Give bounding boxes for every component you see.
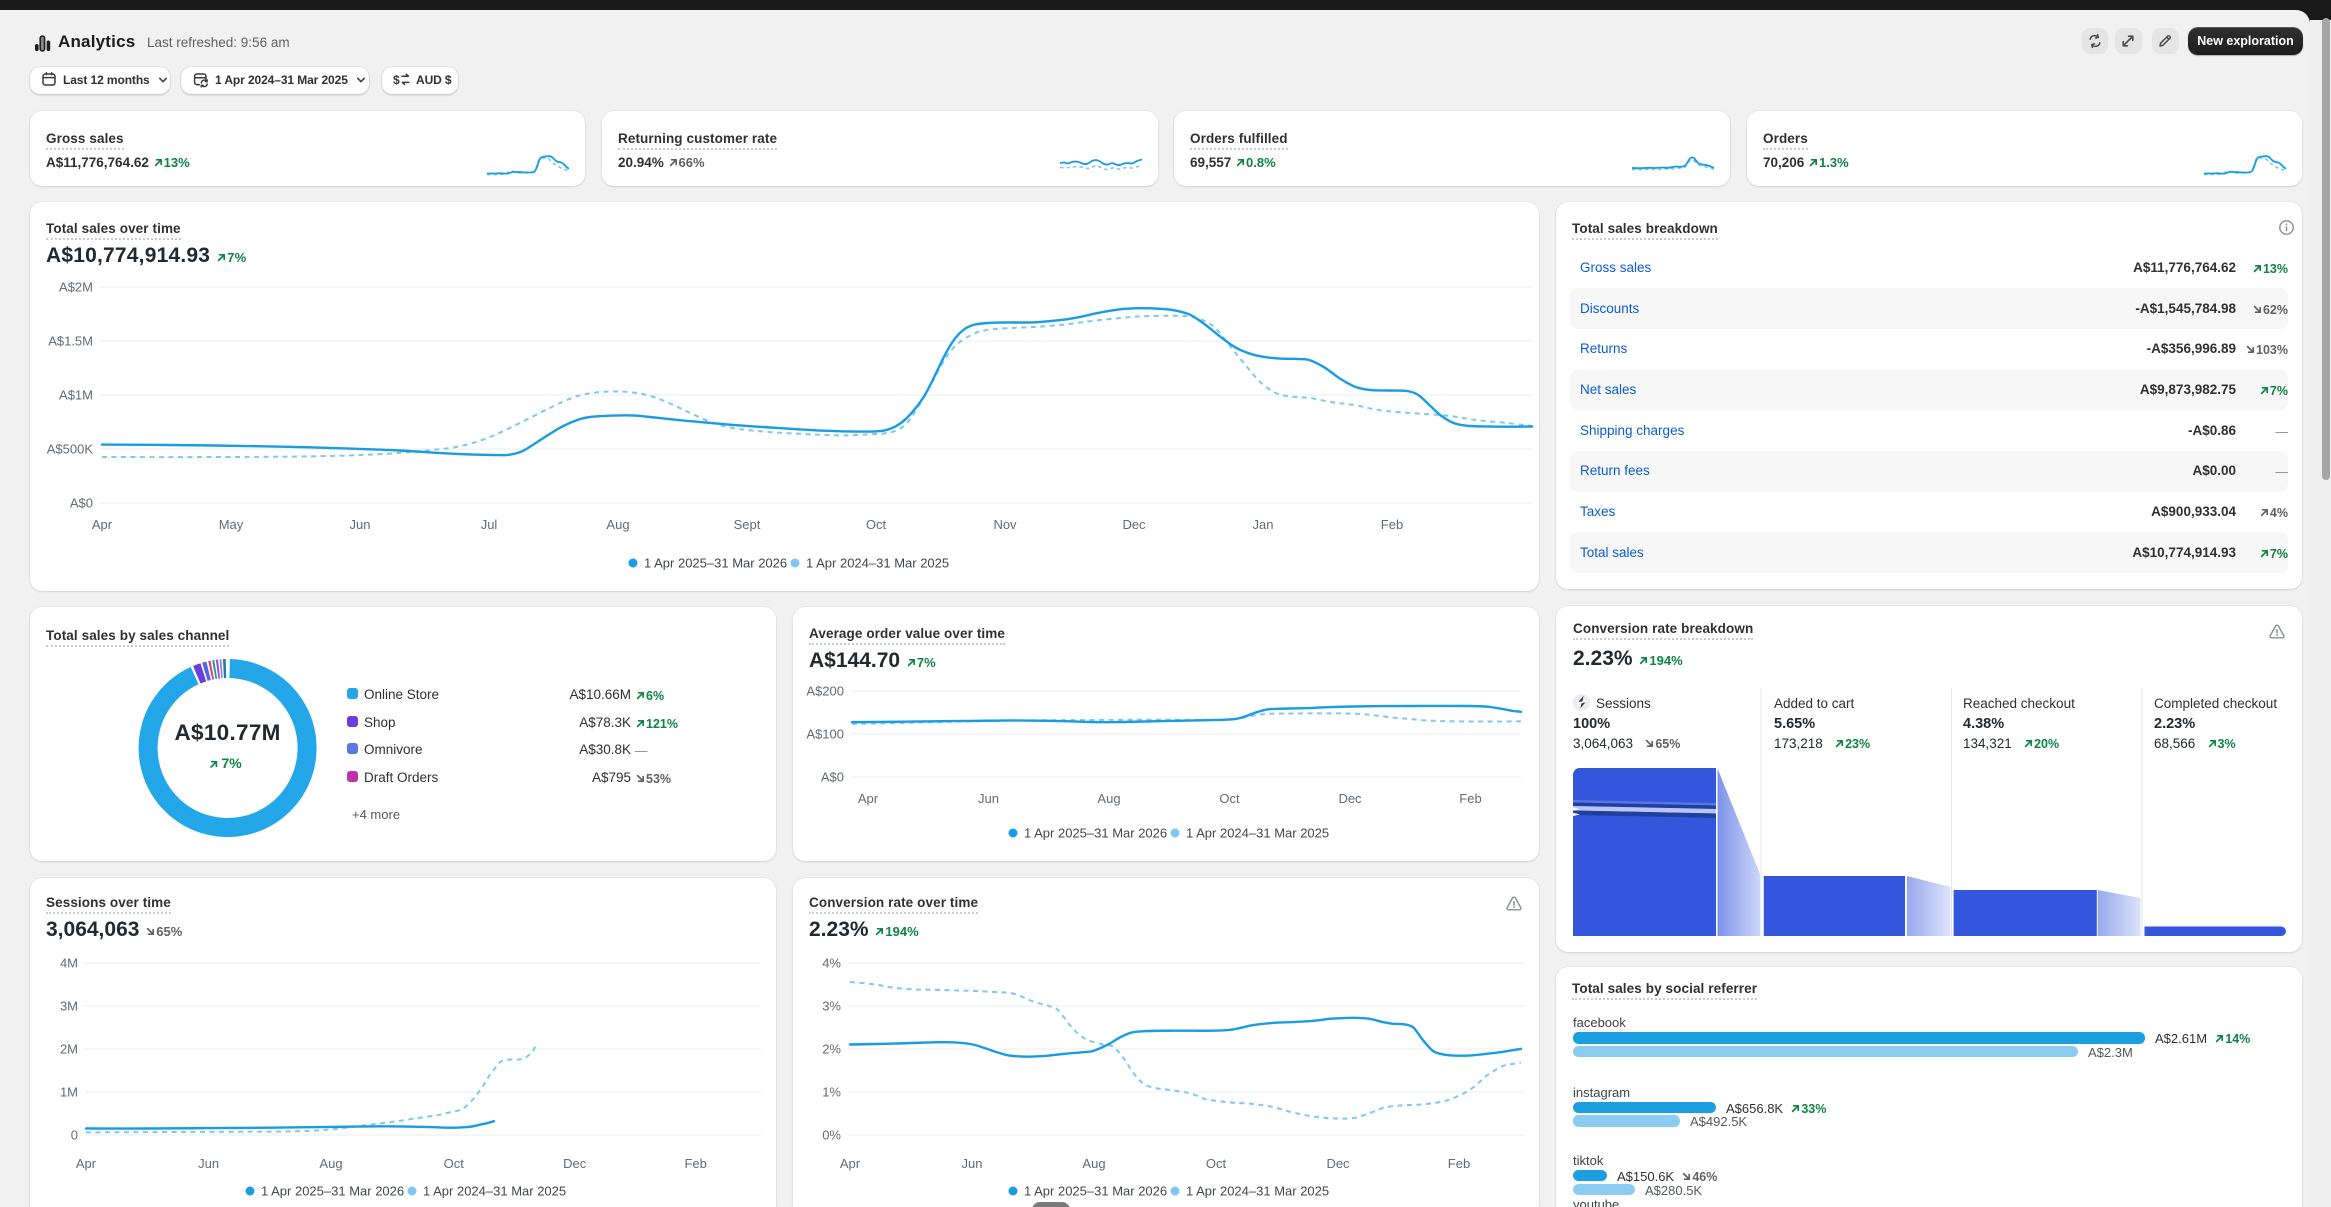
svg-text:May: May bbox=[219, 517, 244, 532]
svg-text:A$1.5M: A$1.5M bbox=[48, 334, 93, 349]
svg-text:3M: 3M bbox=[60, 999, 78, 1014]
svg-text:A$0: A$0 bbox=[821, 770, 844, 785]
svg-text:$: $ bbox=[393, 73, 400, 87]
svg-text:0%: 0% bbox=[822, 1128, 841, 1143]
svg-text:Dec: Dec bbox=[1122, 517, 1146, 532]
svg-text:Jun: Jun bbox=[978, 791, 999, 806]
svg-text:A$500K: A$500K bbox=[47, 442, 94, 457]
svg-text:Oct: Oct bbox=[866, 517, 887, 532]
svg-text:Nov: Nov bbox=[993, 517, 1017, 532]
svg-text:Apr: Apr bbox=[840, 1156, 861, 1171]
svg-text:Jun: Jun bbox=[962, 1156, 983, 1171]
svg-text:Sept: Sept bbox=[734, 517, 761, 532]
svg-text:Dec: Dec bbox=[1326, 1156, 1350, 1171]
svg-text:1 Apr 2025–31 Mar 2026: 1 Apr 2025–31 Mar 2026 bbox=[1024, 826, 1167, 841]
svg-text:1%: 1% bbox=[822, 1085, 841, 1100]
svg-text:Jun: Jun bbox=[198, 1156, 219, 1171]
svg-text:A$1M: A$1M bbox=[59, 388, 93, 403]
svg-text:1 Apr 2025–31 Mar 2026: 1 Apr 2025–31 Mar 2026 bbox=[644, 556, 787, 571]
svg-text:Aug: Aug bbox=[1097, 791, 1120, 806]
svg-text:Jun: Jun bbox=[350, 517, 371, 532]
svg-text:4%: 4% bbox=[822, 956, 841, 971]
svg-text:Feb: Feb bbox=[1448, 1156, 1470, 1171]
svg-text:1 Apr 2024–31 Mar 2025: 1 Apr 2024–31 Mar 2025 bbox=[423, 1184, 566, 1199]
svg-text:3%: 3% bbox=[822, 999, 841, 1014]
svg-text:Aug: Aug bbox=[606, 517, 629, 532]
svg-text:Feb: Feb bbox=[1381, 517, 1403, 532]
svg-text:Jan: Jan bbox=[1253, 517, 1274, 532]
svg-text:1 Apr 2024–31 Mar 2025: 1 Apr 2024–31 Mar 2025 bbox=[1186, 1184, 1329, 1199]
svg-text:Aug: Aug bbox=[1082, 1156, 1105, 1171]
svg-text:1 Apr 2024–31 Mar 2025: 1 Apr 2024–31 Mar 2025 bbox=[806, 556, 949, 571]
svg-text:A$10.77M: A$10.77M bbox=[174, 720, 280, 745]
svg-text:Dec: Dec bbox=[563, 1156, 587, 1171]
svg-text:1 Apr 2025–31 Mar 2026: 1 Apr 2025–31 Mar 2026 bbox=[1024, 1184, 1167, 1199]
svg-text:1 Apr 2025–31 Mar 2026: 1 Apr 2025–31 Mar 2026 bbox=[261, 1184, 404, 1199]
svg-text:Dec: Dec bbox=[1338, 791, 1362, 806]
svg-text:1M: 1M bbox=[60, 1085, 78, 1100]
svg-text:Feb: Feb bbox=[1459, 791, 1481, 806]
svg-text:A$100: A$100 bbox=[806, 727, 844, 742]
svg-text:A$2M: A$2M bbox=[59, 280, 93, 295]
svg-text:1 Apr 2024–31 Mar 2025: 1 Apr 2024–31 Mar 2025 bbox=[1186, 826, 1329, 841]
svg-text:Apr: Apr bbox=[92, 517, 113, 532]
svg-text:Apr: Apr bbox=[76, 1156, 97, 1171]
svg-text:Oct: Oct bbox=[1206, 1156, 1227, 1171]
svg-text:2%: 2% bbox=[822, 1042, 841, 1057]
svg-text:A$200: A$200 bbox=[806, 684, 844, 699]
svg-text:Oct: Oct bbox=[444, 1156, 465, 1171]
svg-text:7%: 7% bbox=[221, 755, 242, 771]
svg-text:4M: 4M bbox=[60, 956, 78, 971]
svg-text:Aug: Aug bbox=[319, 1156, 342, 1171]
svg-text:2M: 2M bbox=[60, 1042, 78, 1057]
svg-text:Apr: Apr bbox=[858, 791, 879, 806]
svg-text:Jul: Jul bbox=[481, 517, 498, 532]
svg-text:Feb: Feb bbox=[684, 1156, 706, 1171]
svg-text:A$0: A$0 bbox=[70, 496, 93, 511]
svg-text:Oct: Oct bbox=[1219, 791, 1240, 806]
svg-text:0: 0 bbox=[71, 1128, 78, 1143]
